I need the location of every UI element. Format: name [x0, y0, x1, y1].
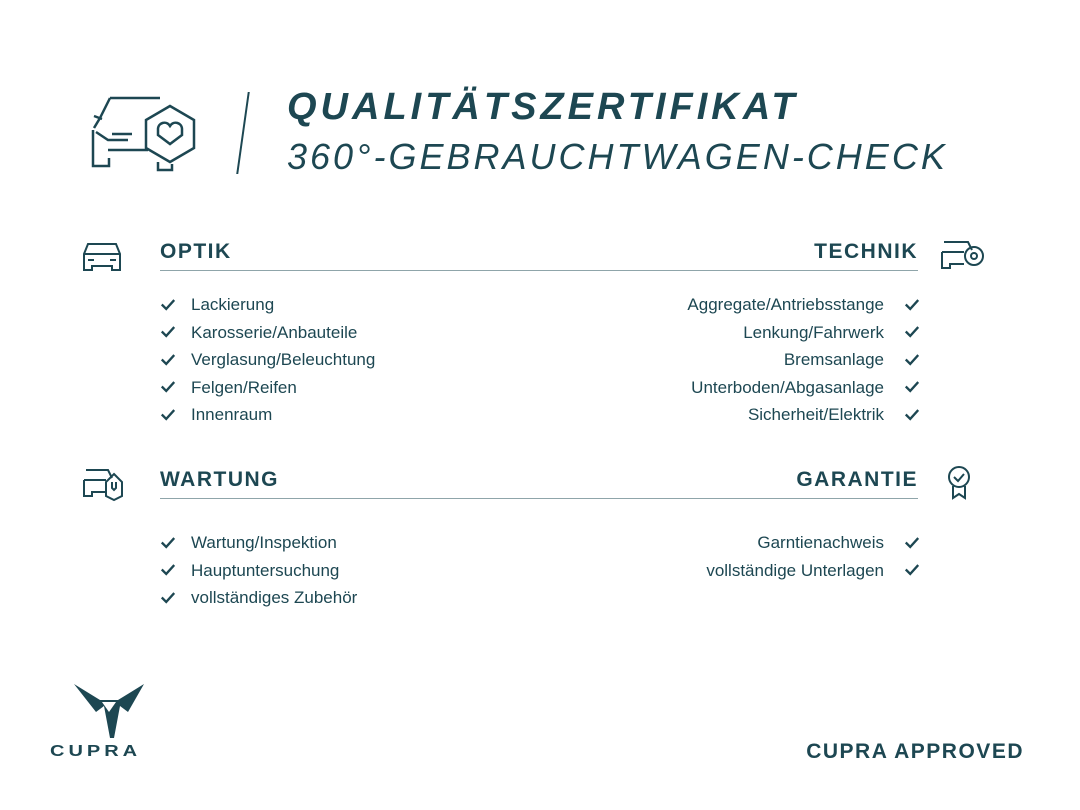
car-quality-icon — [91, 96, 196, 172]
checklist-item: vollständiges Zubehör — [160, 584, 357, 612]
checklist-item: Verglasung/Beleuchtung — [160, 346, 375, 374]
section-divider — [160, 270, 918, 271]
car-optik-icon — [83, 243, 121, 271]
garantie-checklist: Garntienachweis vollständige Unterlagen — [706, 529, 920, 584]
checklist-item-label: Wartung/Inspektion — [191, 533, 337, 552]
section-wartung-title: WARTUNG — [160, 468, 279, 491]
cupra-approved-label: CUPRA APPROVED — [806, 740, 1024, 763]
checklist-item-label: Lackierung — [191, 295, 275, 314]
checkmark-icon — [160, 557, 178, 585]
checklist-item: vollständige Unterlagen — [706, 557, 920, 585]
optik-checklist: Lackierung Karosserie/Anbauteile Verglasun… — [160, 291, 375, 429]
checklist-item: Bremsanlage — [687, 346, 920, 374]
certificate-badge-icon — [948, 466, 970, 500]
checkmark-icon — [902, 374, 920, 402]
checkmark-icon — [160, 292, 178, 320]
section-technik-title: TECHNIK — [814, 240, 918, 263]
checklist-item: Lackierung — [160, 291, 375, 319]
wartung-checklist: Wartung/Inspektion Hauptuntersuchung volls… — [160, 529, 357, 612]
checklist-item: Innenraum — [160, 401, 375, 429]
checklist-item-label: vollständiges Zubehör — [191, 588, 358, 607]
checklist-item-label: Verglasung/Beleuchtung — [191, 350, 376, 369]
cupra-wordmark: CUPRA — [50, 742, 142, 760]
checklist-item-label: Hauptuntersuchung — [191, 560, 340, 580]
checkmark-icon — [902, 347, 920, 375]
checkmark-icon — [902, 402, 920, 430]
cupra-logo — [74, 684, 144, 738]
checklist-item-label: Felgen/Reifen — [191, 377, 297, 397]
page-title: QUALITÄTSZERTIFIKAT — [287, 86, 799, 128]
checklist-item: Sicherheit/Elektrik — [687, 401, 920, 429]
checklist-item: Lenkung/Fahrwerk — [687, 319, 920, 347]
checkmark-icon — [902, 530, 920, 558]
technik-checklist: Aggregate/Antriebsstange Lenkung/Fahrwerk… — [687, 291, 920, 429]
checklist-item: Hauptuntersuchung — [160, 557, 357, 585]
checklist-item: Karosserie/Anbauteile — [160, 319, 375, 347]
checklist-item-label: Karosserie/Anbauteile — [191, 322, 358, 342]
checklist-item: Unterboden/Abgasanlage — [687, 374, 920, 402]
checkmark-icon — [902, 292, 920, 320]
checkmark-icon — [160, 374, 178, 402]
checkmark-icon — [160, 319, 178, 347]
section-divider — [160, 498, 918, 499]
checklist-item-label: Bremsanlage — [783, 350, 884, 369]
checklist-item: Aggregate/Antriebsstange — [687, 291, 920, 319]
checklist-item-label: Unterboden/Abgasanlage — [691, 377, 884, 397]
car-technik-icon — [941, 241, 984, 269]
checkmark-icon — [160, 530, 178, 558]
checklist-item-label: Aggregate/Antriebsstange — [687, 295, 884, 314]
section-garantie-title: GARANTIE — [796, 468, 918, 491]
checklist-item: Garntienachweis — [706, 529, 920, 557]
checkmark-icon — [160, 402, 178, 430]
checklist-item-label: Lenkung/Fahrwerk — [743, 322, 884, 342]
checkmark-icon — [902, 319, 920, 347]
checklist-item-label: Garntienachweis — [757, 533, 884, 552]
divider — [236, 92, 250, 174]
checklist-item: Wartung/Inspektion — [160, 529, 357, 557]
page-subtitle: 360°-GEBRAUCHTWAGEN-CHECK — [287, 136, 948, 177]
checklist-item-label: Sicherheit/Elektrik — [747, 405, 884, 424]
checkmark-icon — [902, 557, 920, 585]
checklist-item-label: Innenraum — [191, 405, 273, 424]
section-optik-title: OPTIK — [160, 240, 232, 263]
checkmark-icon — [160, 585, 178, 613]
car-wartung-icon — [83, 469, 123, 502]
checklist-item: Felgen/Reifen — [160, 374, 375, 402]
checklist-item-label: vollständige Unterlagen — [706, 560, 884, 580]
checkmark-icon — [160, 347, 178, 375]
